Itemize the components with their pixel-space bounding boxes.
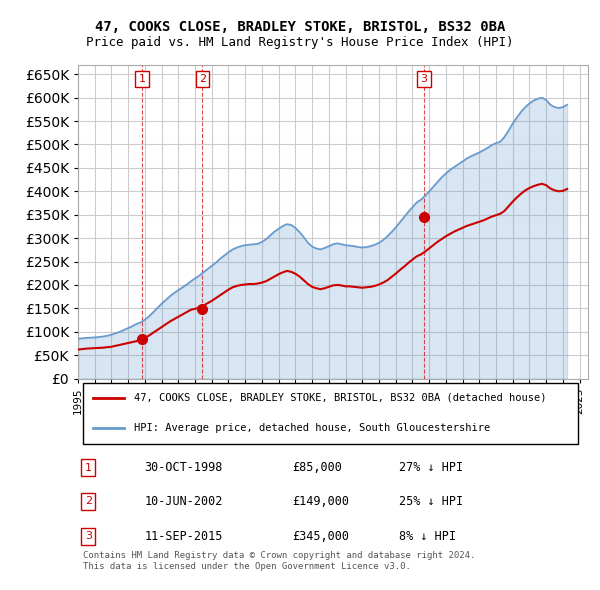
Text: 47, COOKS CLOSE, BRADLEY STOKE, BRISTOL, BS32 0BA (detached house): 47, COOKS CLOSE, BRADLEY STOKE, BRISTOL,… xyxy=(134,393,547,403)
Text: Price paid vs. HM Land Registry's House Price Index (HPI): Price paid vs. HM Land Registry's House … xyxy=(86,36,514,49)
Text: 1: 1 xyxy=(85,463,92,473)
Text: HPI: Average price, detached house, South Gloucestershire: HPI: Average price, detached house, Sout… xyxy=(134,423,490,433)
Text: 8% ↓ HPI: 8% ↓ HPI xyxy=(400,530,457,543)
Text: 30-OCT-1998: 30-OCT-1998 xyxy=(145,461,223,474)
Text: 2: 2 xyxy=(85,496,92,506)
Text: 11-SEP-2015: 11-SEP-2015 xyxy=(145,530,223,543)
Text: 47, COOKS CLOSE, BRADLEY STOKE, BRISTOL, BS32 0BA: 47, COOKS CLOSE, BRADLEY STOKE, BRISTOL,… xyxy=(95,19,505,34)
Text: £149,000: £149,000 xyxy=(292,495,349,508)
Text: 27% ↓ HPI: 27% ↓ HPI xyxy=(400,461,463,474)
Text: £345,000: £345,000 xyxy=(292,530,349,543)
Text: Contains HM Land Registry data © Crown copyright and database right 2024.
This d: Contains HM Land Registry data © Crown c… xyxy=(83,551,475,571)
Text: 25% ↓ HPI: 25% ↓ HPI xyxy=(400,495,463,508)
Text: £85,000: £85,000 xyxy=(292,461,342,474)
Text: 10-JUN-2002: 10-JUN-2002 xyxy=(145,495,223,508)
Text: 3: 3 xyxy=(85,532,92,542)
FancyBboxPatch shape xyxy=(83,384,578,444)
Text: 2: 2 xyxy=(199,74,206,84)
Text: 3: 3 xyxy=(421,74,427,84)
Text: 1: 1 xyxy=(139,74,146,84)
